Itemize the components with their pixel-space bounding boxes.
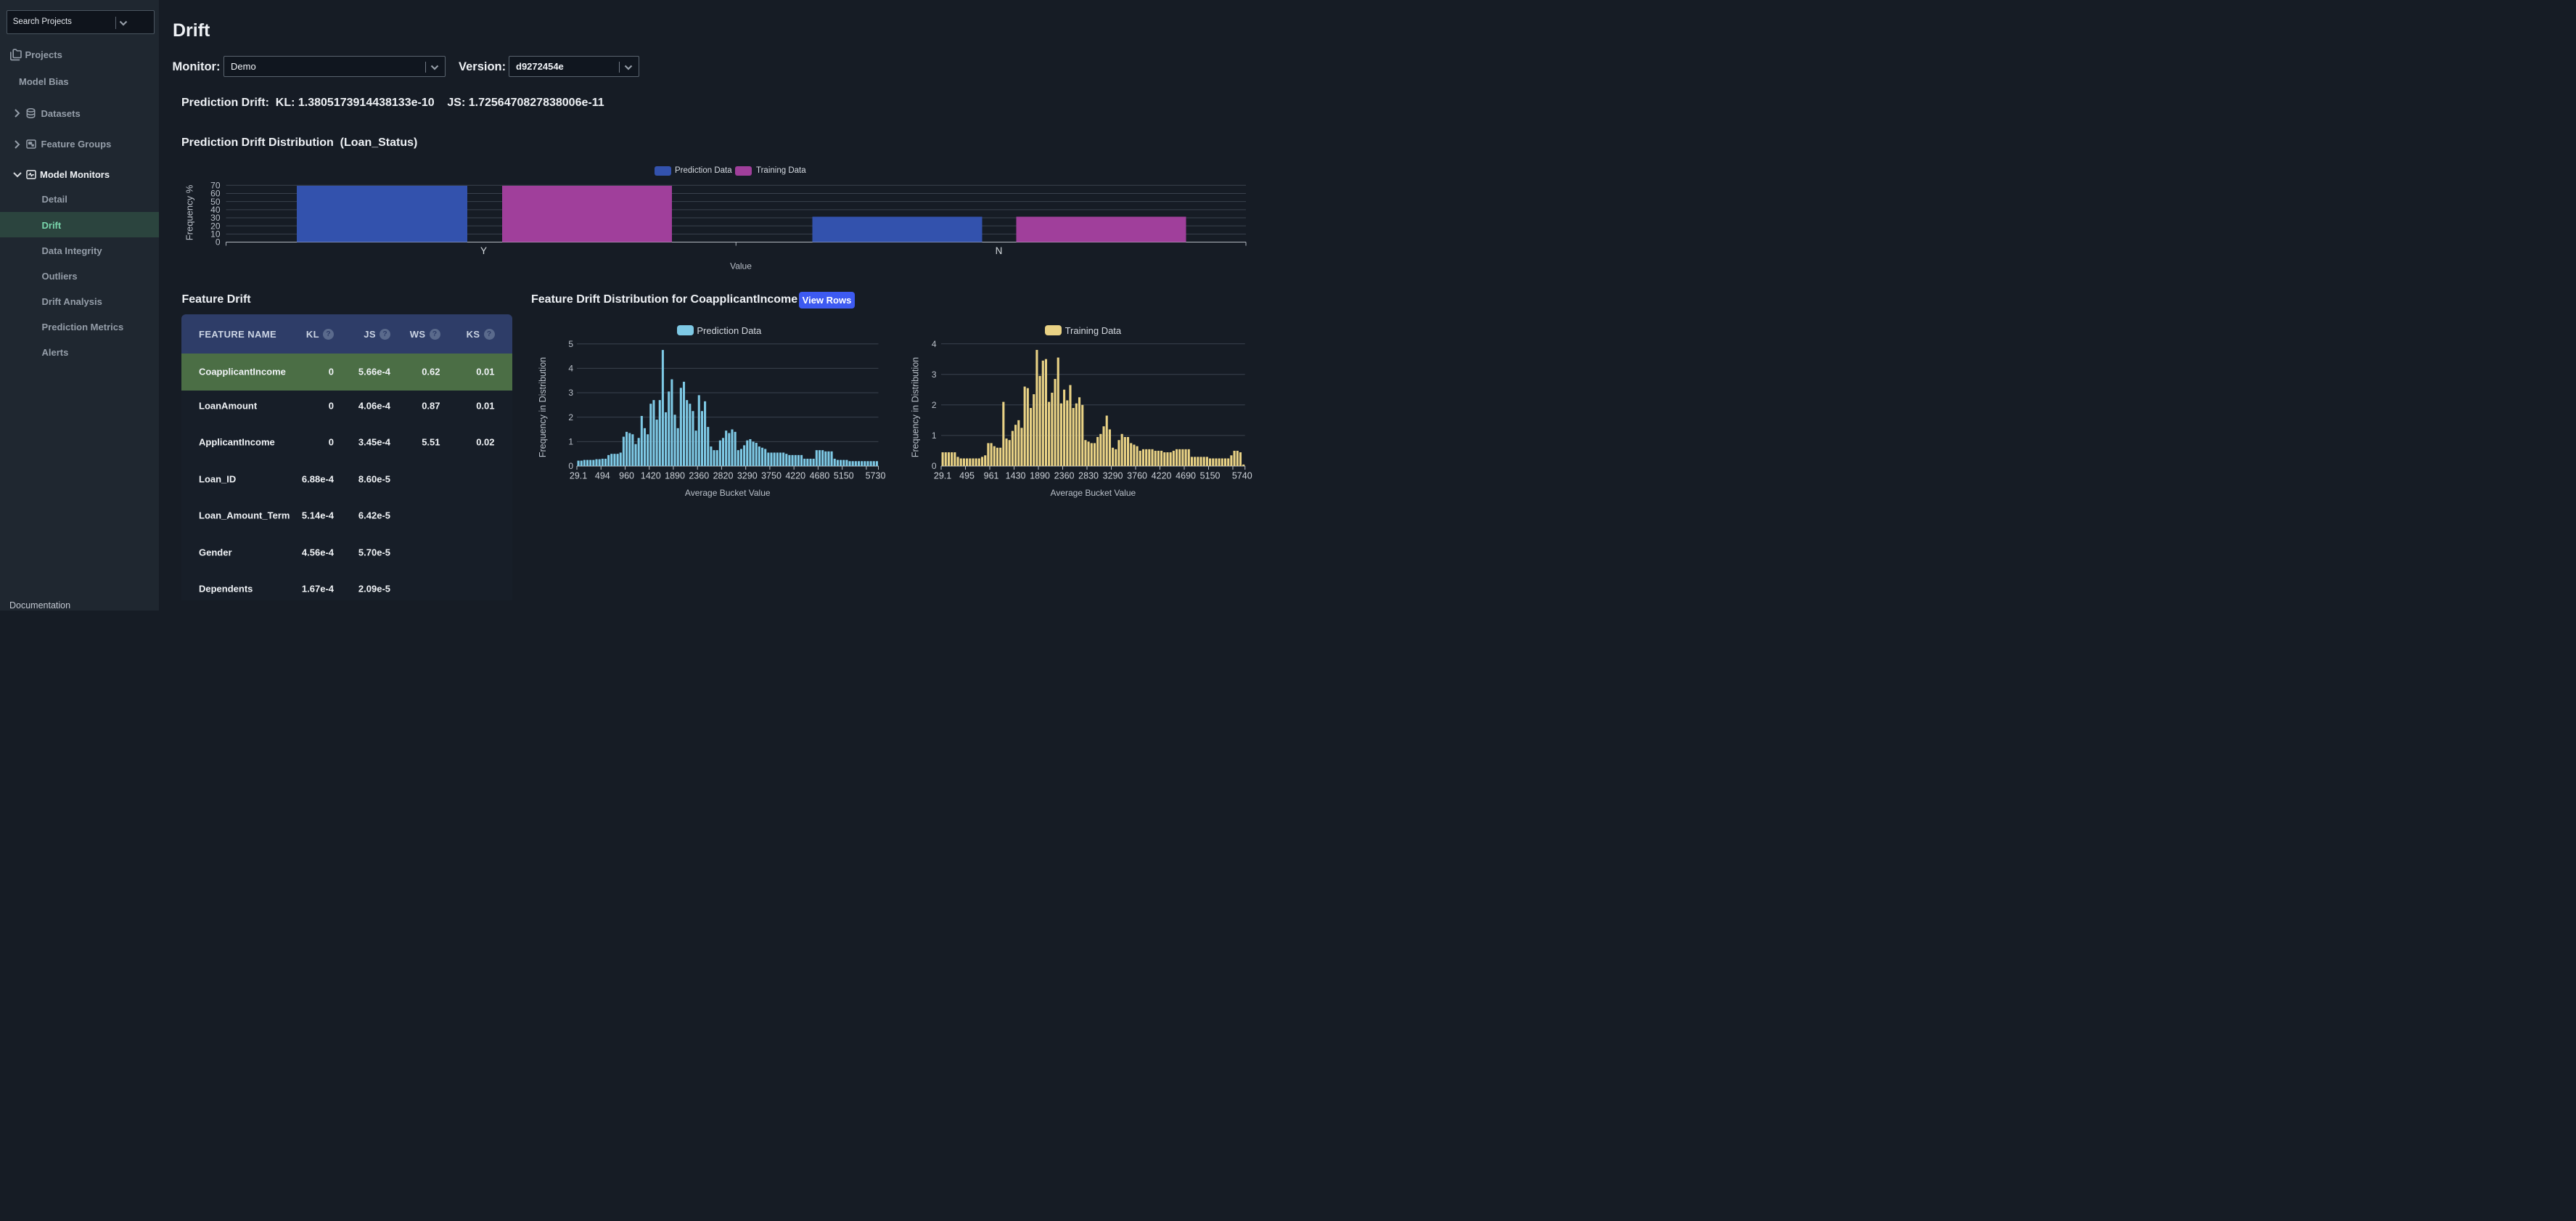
svg-text:3290: 3290 xyxy=(737,471,758,481)
svg-text:2: 2 xyxy=(568,412,573,422)
svg-text:30: 30 xyxy=(210,213,221,223)
svg-text:4220: 4220 xyxy=(1152,471,1172,481)
svg-text:494: 494 xyxy=(595,471,610,481)
svg-text:Frequency in Distribution: Frequency in Distribution xyxy=(911,357,921,457)
svg-text:Value: Value xyxy=(730,261,752,271)
svg-text:4: 4 xyxy=(932,339,937,349)
svg-text:0: 0 xyxy=(568,461,573,471)
svg-text:50: 50 xyxy=(210,197,221,207)
svg-text:3760: 3760 xyxy=(1127,471,1147,481)
svg-text:5: 5 xyxy=(568,339,573,349)
svg-text:29.1: 29.1 xyxy=(570,471,587,481)
svg-text:Average Bucket Value: Average Bucket Value xyxy=(1051,488,1136,498)
svg-text:3: 3 xyxy=(568,388,573,398)
svg-text:4220: 4220 xyxy=(785,471,805,481)
svg-text:1890: 1890 xyxy=(665,471,685,481)
svg-text:495: 495 xyxy=(959,471,975,481)
svg-text:29.1: 29.1 xyxy=(934,471,951,481)
svg-text:2830: 2830 xyxy=(1078,471,1099,481)
svg-text:1430: 1430 xyxy=(1006,471,1026,481)
svg-text:960: 960 xyxy=(619,471,634,481)
svg-text:1420: 1420 xyxy=(641,471,661,481)
svg-text:40: 40 xyxy=(210,205,221,215)
svg-text:2360: 2360 xyxy=(689,471,709,481)
svg-text:N: N xyxy=(995,245,1002,256)
svg-text:0: 0 xyxy=(932,461,937,471)
svg-text:Y: Y xyxy=(480,245,486,256)
svg-text:Average Bucket Value: Average Bucket Value xyxy=(685,488,771,498)
svg-text:5730: 5730 xyxy=(866,471,886,481)
svg-text:20: 20 xyxy=(210,221,221,231)
svg-text:Frequency in Distribution: Frequency in Distribution xyxy=(538,357,548,457)
svg-text:3290: 3290 xyxy=(1103,471,1123,481)
svg-text:Frequency %: Frequency % xyxy=(184,184,194,240)
svg-text:5150: 5150 xyxy=(1200,471,1221,481)
svg-text:5150: 5150 xyxy=(834,471,854,481)
svg-text:2: 2 xyxy=(932,400,937,410)
svg-text:4: 4 xyxy=(568,364,573,374)
svg-text:961: 961 xyxy=(984,471,999,481)
svg-text:60: 60 xyxy=(210,189,221,199)
svg-text:3: 3 xyxy=(932,369,937,380)
svg-text:2820: 2820 xyxy=(713,471,734,481)
svg-text:2360: 2360 xyxy=(1054,471,1075,481)
svg-text:10: 10 xyxy=(210,229,221,240)
svg-text:1890: 1890 xyxy=(1030,471,1050,481)
svg-text:0: 0 xyxy=(215,237,220,248)
svg-text:5740: 5740 xyxy=(1232,471,1252,481)
svg-text:4690: 4690 xyxy=(1176,471,1196,481)
svg-text:1: 1 xyxy=(932,430,937,441)
svg-text:1: 1 xyxy=(568,437,573,447)
svg-text:70: 70 xyxy=(210,181,221,191)
svg-text:4680: 4680 xyxy=(810,471,830,481)
svg-text:3750: 3750 xyxy=(761,471,782,481)
